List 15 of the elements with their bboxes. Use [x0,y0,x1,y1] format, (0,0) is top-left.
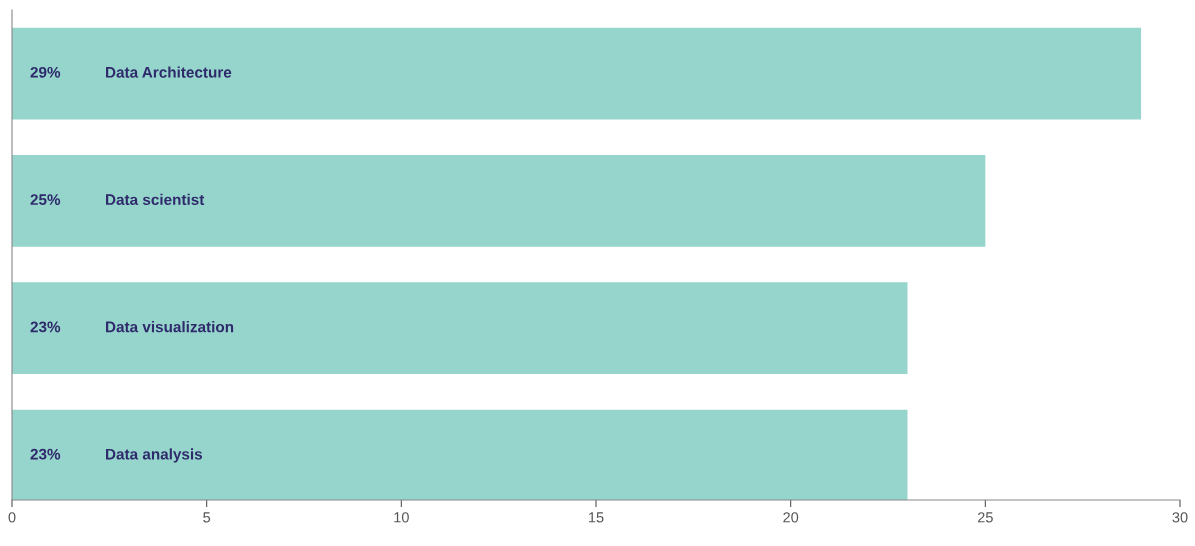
y-tick-label: Data visualization [106,321,234,333]
data-label: 25% [30,194,61,206]
data-label: 23% [30,321,61,333]
data-label: 23% [30,448,61,460]
x-tick-label: 20 [783,512,799,523]
x-tick-label: 5 [203,512,211,523]
x-tick-label: 0 [8,512,16,523]
x-tick-label: 15 [589,512,604,523]
x-tick-label: 10 [394,512,409,523]
data-label: 29% [30,66,61,78]
x-tick-label: 30 [1172,512,1188,523]
y-tick-label: Data scientist [106,193,205,206]
x-tick-label: 25 [977,512,993,523]
y-tick-label: Data Architecture [106,66,232,78]
y-tick-label: Data analysis [106,448,203,463]
